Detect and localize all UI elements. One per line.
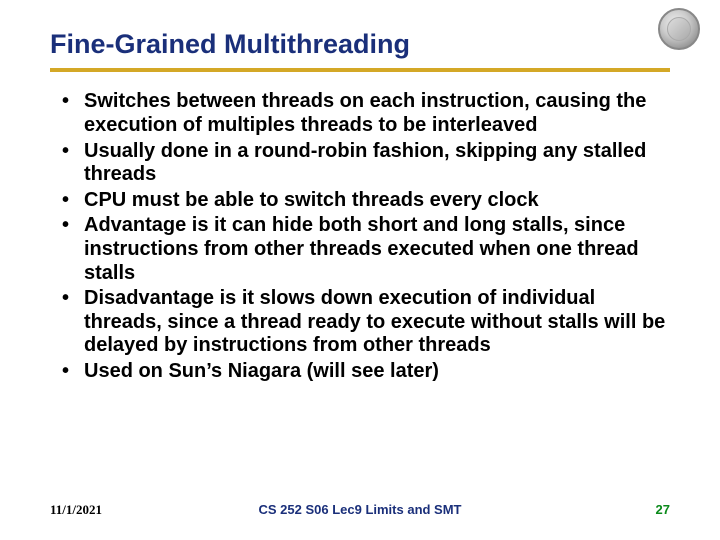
bullet-item: CPU must be able to switch threads every… [56, 189, 670, 213]
content-area: Switches between threads on each instruc… [50, 90, 670, 383]
footer-page-number: 27 [656, 502, 670, 517]
footer: 11/1/2021 CS 252 S06 Lec9 Limits and SMT… [0, 502, 720, 518]
bullet-list: Switches between threads on each instruc… [56, 90, 670, 383]
bullet-item: Disadvantage is it slows down execution … [56, 287, 670, 358]
title-block: Fine-Grained Multithreading [50, 28, 670, 72]
slide: Fine-Grained Multithreading Switches bet… [0, 0, 720, 540]
title-underline [50, 68, 670, 72]
bullet-item: Advantage is it can hide both short and … [56, 214, 670, 285]
slide-title: Fine-Grained Multithreading [50, 28, 670, 68]
footer-date: 11/1/2021 [50, 502, 102, 518]
bullet-item: Switches between threads on each instruc… [56, 90, 670, 137]
bullet-item: Usually done in a round-robin fashion, s… [56, 140, 670, 187]
footer-center: CS 252 S06 Lec9 Limits and SMT [258, 502, 461, 517]
bullet-item: Used on Sun’s Niagara (will see later) [56, 360, 670, 384]
